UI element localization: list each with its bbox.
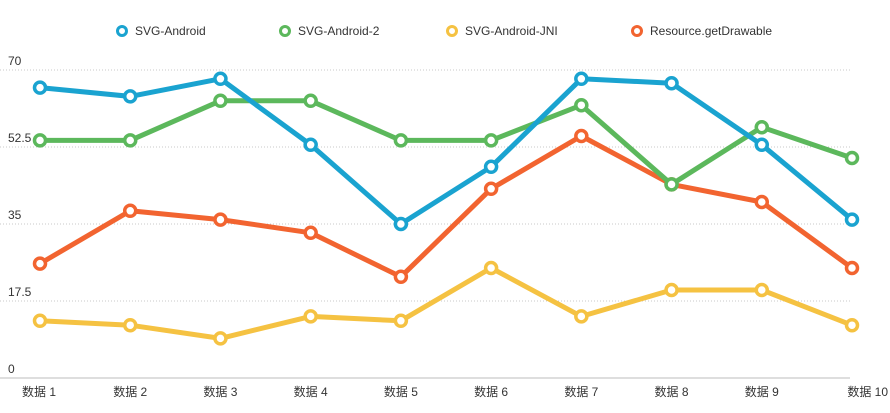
- data-point[interactable]: [754, 119, 770, 135]
- series-line: [37, 76, 855, 227]
- data-point[interactable]: [122, 203, 138, 219]
- data-point[interactable]: [664, 75, 679, 91]
- data-point[interactable]: [844, 260, 860, 276]
- y-tick-label: 52.5: [8, 131, 32, 145]
- data-point[interactable]: [32, 256, 48, 271]
- data-point[interactable]: [574, 71, 589, 87]
- gridlines: [0, 69, 850, 379]
- data-point[interactable]: [122, 133, 138, 148]
- legend-marker: [631, 25, 643, 37]
- data-point[interactable]: [664, 177, 679, 192]
- data-point[interactable]: [483, 159, 499, 175]
- data-point[interactable]: [844, 212, 860, 227]
- legend-label: SVG-Android-JNI: [465, 24, 558, 38]
- data-point[interactable]: [483, 260, 499, 276]
- data-point[interactable]: [32, 313, 48, 329]
- series-line: [37, 265, 855, 341]
- data-point[interactable]: [844, 150, 860, 166]
- x-tick-label: 数据 4: [294, 384, 328, 399]
- data-point[interactable]: [754, 137, 770, 153]
- x-tick-label: 数据 8: [655, 384, 689, 399]
- legend-item[interactable]: Resource.getDrawable: [631, 24, 773, 38]
- data-point[interactable]: [122, 317, 138, 333]
- data-point[interactable]: [32, 80, 48, 95]
- series-line: [37, 133, 855, 280]
- data-point[interactable]: [754, 282, 770, 298]
- data-point[interactable]: [574, 97, 589, 113]
- legend-label: SVG-Android: [135, 24, 206, 38]
- x-tick-label: 数据 5: [384, 384, 418, 399]
- series-2: [32, 260, 860, 346]
- data-point[interactable]: [574, 309, 589, 324]
- legend-label: SVG-Android-2: [298, 24, 380, 38]
- legend-marker: [446, 25, 458, 37]
- y-tick-label: 70: [8, 54, 22, 68]
- legend: SVG-Android SVG-Android-2 SVG-Android-JNI R…: [116, 24, 773, 38]
- x-axis-ticks: 数据 1 数据 2 数据 3 数据 4 数据 5 数据 6 数据 7 数据 8 数据 9 数据 1…: [22, 384, 888, 399]
- data-point[interactable]: [483, 133, 499, 148]
- data-point[interactable]: [213, 331, 228, 346]
- data-point[interactable]: [213, 71, 228, 87]
- x-tick-label: 数据 10: [847, 384, 888, 399]
- series-0: [32, 71, 860, 232]
- series-line: [37, 98, 855, 187]
- series-lines: [32, 71, 860, 346]
- data-point[interactable]: [844, 317, 860, 333]
- x-tick-label: 数据 2: [113, 384, 147, 399]
- legend-marker: [279, 25, 291, 37]
- data-point[interactable]: [754, 194, 770, 210]
- data-point[interactable]: [393, 313, 409, 329]
- data-point[interactable]: [303, 137, 318, 153]
- data-point[interactable]: [393, 133, 409, 148]
- data-point[interactable]: [303, 309, 318, 324]
- y-tick-label: 17.5: [8, 285, 32, 299]
- data-point[interactable]: [303, 225, 318, 241]
- data-point[interactable]: [393, 216, 409, 232]
- x-tick-label: 数据 9: [745, 384, 779, 399]
- x-tick-label: 数据 7: [564, 384, 598, 399]
- series-1: [32, 93, 860, 192]
- data-point[interactable]: [122, 89, 138, 104]
- data-point[interactable]: [213, 93, 228, 109]
- data-point[interactable]: [393, 269, 409, 285]
- legend-item[interactable]: SVG-Android-2: [279, 24, 380, 38]
- data-point[interactable]: [483, 181, 499, 197]
- legend-label: Resource.getDrawable: [650, 24, 772, 38]
- y-tick-label: 0: [8, 362, 15, 376]
- y-axis-ticks: 0 17.5 35 52.5 70: [8, 54, 32, 376]
- y-tick-label: 35: [8, 208, 22, 222]
- x-tick-label: 数据 6: [474, 384, 508, 399]
- data-point[interactable]: [664, 282, 679, 298]
- data-point[interactable]: [32, 133, 48, 148]
- legend-marker: [116, 25, 128, 37]
- data-point[interactable]: [213, 212, 228, 227]
- series-3: [32, 128, 860, 285]
- data-point[interactable]: [574, 128, 589, 144]
- legend-item[interactable]: SVG-Android: [116, 24, 206, 38]
- x-tick-label: 数据 3: [203, 384, 237, 399]
- x-tick-label: 数据 1: [22, 384, 56, 399]
- legend-item[interactable]: SVG-Android-JNI: [446, 24, 558, 38]
- data-point[interactable]: [303, 93, 318, 109]
